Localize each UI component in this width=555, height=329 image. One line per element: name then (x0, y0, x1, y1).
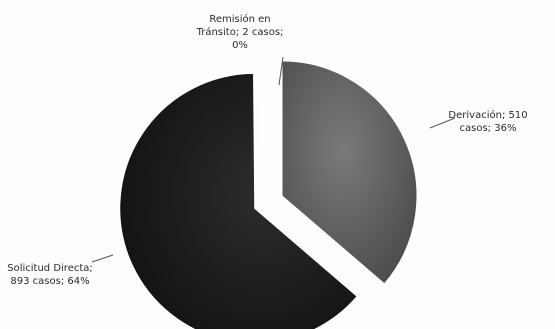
data-label-line: casos; 36% (460, 123, 517, 134)
data-label-line: Derivación; 510 (448, 109, 527, 121)
data-label-derivaci-n: Derivación; 510 casos; 36% (448, 109, 527, 134)
leader-line-1 (91, 254, 114, 263)
data-label-line: Solicitud Directa; (7, 263, 93, 274)
pie-slice-derivaci-n (281, 60, 418, 285)
data-label-remisi-n-en-tr-nsito: Remisión en Tránsito; 2 casos; 0% (196, 13, 284, 51)
leader-line-0 (429, 117, 456, 129)
pie-slice-solicitud-directa (119, 72, 358, 329)
data-label-solicitud-directa: Solicitud Directa; 893 casos; 64% (7, 263, 93, 287)
data-label-line: 0% (232, 40, 248, 51)
pie-slice-remisi-n-en-tr-nsito (260, 29, 263, 166)
data-label-line: Tránsito; 2 casos; (196, 26, 284, 38)
data-label-line: Remisión en (209, 13, 270, 25)
leader-line-2 (278, 56, 284, 86)
data-label-line: 893 casos; 64% (10, 276, 89, 287)
